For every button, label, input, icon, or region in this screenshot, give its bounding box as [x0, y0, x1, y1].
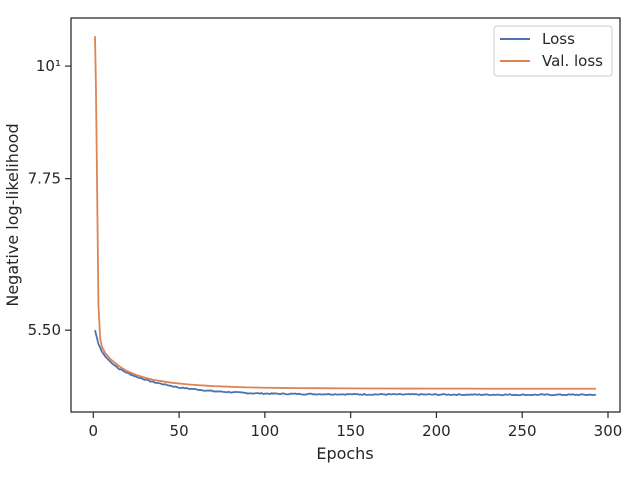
- x-tick-label: 150: [336, 422, 365, 440]
- series-line-val-loss: [94, 36, 596, 390]
- x-tick-label: 50: [170, 422, 189, 440]
- x-tick-label: 100: [251, 422, 280, 440]
- x-tick-label: 250: [508, 422, 537, 440]
- x-tick-label: 200: [422, 422, 451, 440]
- series-layer: [94, 36, 597, 397]
- y-axis-label: Negative log-likelihood: [3, 123, 22, 306]
- legend-label: Loss: [542, 30, 575, 48]
- series-line-loss: [94, 329, 597, 397]
- x-axis-label: Epochs: [316, 444, 373, 463]
- y-axis: 5.50 7.75 10¹: [28, 57, 71, 339]
- legend: Loss Val. loss: [493, 25, 613, 77]
- y-tick-label: 10¹: [36, 57, 61, 75]
- y-tick-label: 5.50: [28, 321, 61, 339]
- x-tick-label: 300: [594, 422, 623, 440]
- x-tick-label: 0: [89, 422, 99, 440]
- x-axis: 0 50 100 150 200 250 300: [89, 412, 623, 440]
- legend-label: Val. loss: [542, 52, 603, 70]
- plot-frame: [70, 17, 621, 413]
- y-tick-label: 7.75: [28, 170, 61, 188]
